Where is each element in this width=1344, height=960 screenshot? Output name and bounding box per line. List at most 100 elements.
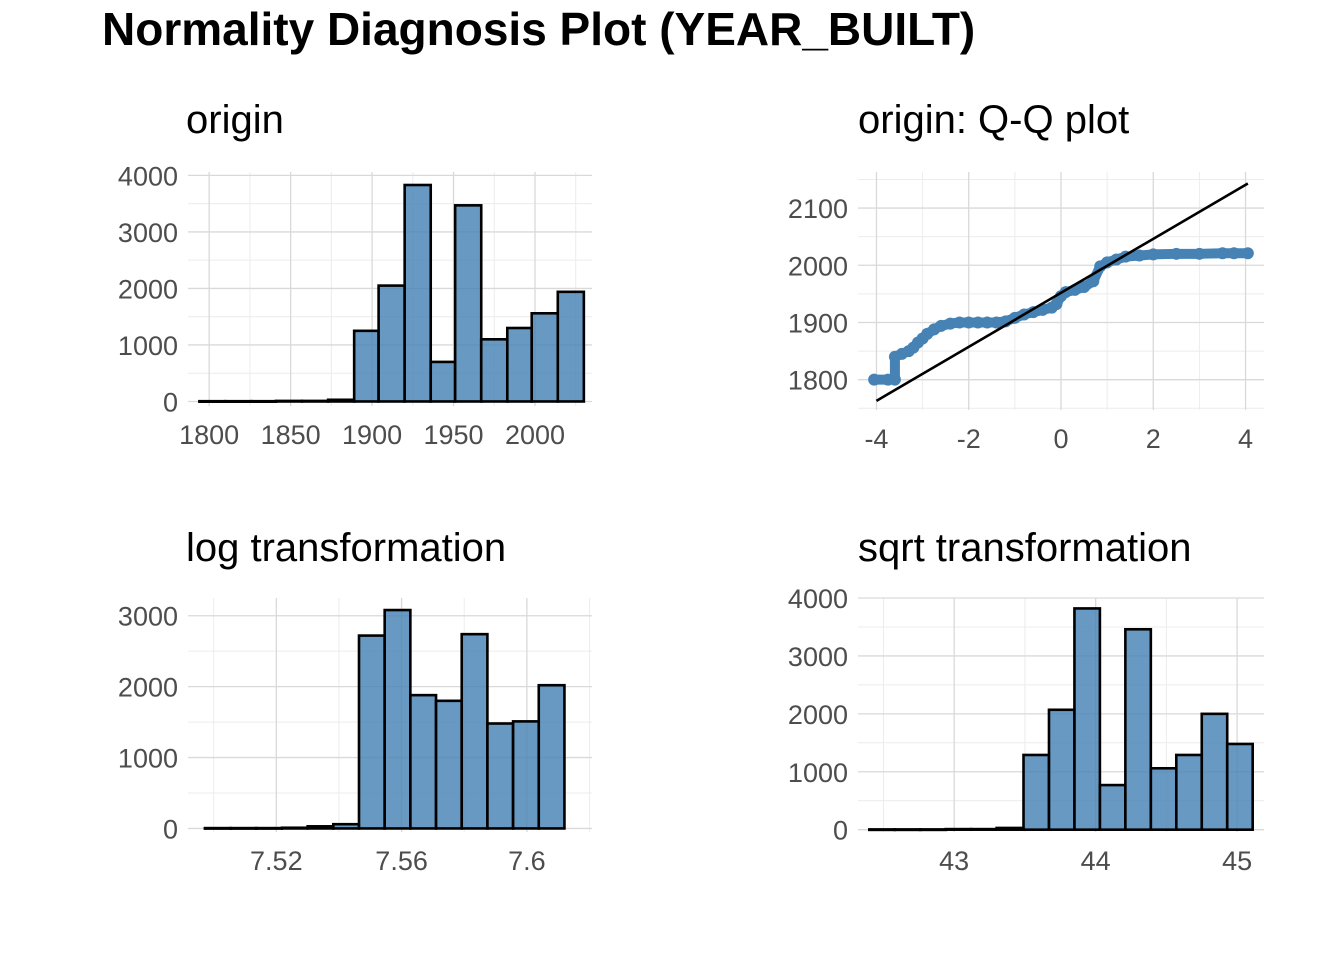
y-tick-label: 1000	[118, 744, 178, 774]
qq-point	[1241, 247, 1254, 260]
histogram-bar	[203, 826, 232, 830]
qq-point	[944, 317, 957, 330]
histogram-bar	[479, 338, 509, 403]
histogram-bar	[1149, 766, 1178, 831]
histogram-bar	[306, 825, 335, 830]
y-tick-label: 3000	[118, 218, 178, 248]
qq-point	[1228, 247, 1241, 260]
y-tick-label: 2000	[118, 274, 178, 304]
histogram-bar	[893, 828, 922, 832]
y-tick-label: 2000	[788, 251, 848, 281]
panel-title-qq: origin: Q-Q plot	[858, 98, 1130, 142]
histogram-bar	[254, 826, 284, 830]
histogram-bar	[198, 399, 227, 403]
histogram-bar	[434, 699, 464, 830]
qq-point	[962, 316, 975, 329]
histogram-bar	[1022, 753, 1051, 831]
histogram-bar	[280, 826, 309, 830]
histogram-bar	[1098, 783, 1127, 831]
y-tick-label: 0	[163, 814, 178, 844]
histogram-bar	[995, 826, 1025, 831]
y-tick-label: 4000	[788, 584, 848, 614]
histogram-bar	[505, 326, 534, 403]
histogram-bar	[530, 312, 560, 403]
histogram-origin: 1800 1850 1900 1950 2000 0 1000 2000 3000 4000	[118, 161, 592, 450]
y-tick-label: 2000	[118, 673, 178, 703]
histogram-bar	[300, 399, 330, 403]
qq-point	[953, 316, 966, 329]
qq-point	[1170, 247, 1183, 260]
y-tick-label: 0	[833, 816, 848, 846]
histogram-bar	[1124, 627, 1153, 831]
histogram-bar	[918, 828, 948, 832]
x-tick-label: 4	[1238, 424, 1253, 454]
x-tick-label: 44	[1081, 846, 1111, 876]
qq-point	[1133, 249, 1146, 262]
histogram-bar	[453, 204, 483, 403]
x-tick-label: 0	[1053, 424, 1068, 454]
histogram-bar	[429, 360, 457, 403]
x-tick-label: 7.56	[375, 846, 428, 876]
x-tick-label: 45	[1222, 846, 1252, 876]
x-tick-label: 43	[939, 846, 969, 876]
histogram-bar	[1200, 712, 1229, 831]
x-tick-label: 7.52	[250, 846, 303, 876]
x-tick-label: 1900	[342, 420, 402, 450]
y-tick-label: 1800	[788, 366, 848, 396]
x-tick-label: -2	[957, 424, 981, 454]
x-tick-label: 1850	[261, 420, 321, 450]
qq-point	[981, 316, 994, 329]
histogram-bar	[352, 329, 380, 403]
y-tick-label: 1000	[788, 758, 848, 788]
histogram-bar	[1174, 753, 1204, 831]
histogram-bar	[403, 183, 433, 403]
panel-title-log: log transformation	[186, 526, 507, 570]
histogram-bar	[409, 693, 438, 830]
page-title: Normality Diagnosis Plot (YEAR_BUILT)	[102, 3, 976, 55]
qq-point	[1193, 247, 1206, 260]
qq-point	[971, 316, 984, 329]
x-tick-label: 1800	[179, 420, 239, 450]
histogram-bar	[460, 632, 489, 830]
y-tick-label: 3000	[118, 602, 178, 632]
x-tick-label: 7.6	[508, 846, 546, 876]
qq-point	[1027, 306, 1040, 319]
panel-title-origin: origin	[186, 98, 284, 142]
histogram-bar	[486, 722, 515, 830]
histogram-bar	[229, 826, 258, 830]
histogram-bar	[250, 399, 278, 403]
x-tick-label: 1950	[423, 420, 483, 450]
y-tick-label: 1900	[788, 308, 848, 338]
histogram-bar	[377, 284, 406, 403]
qq-point	[1147, 248, 1160, 261]
qq-point	[935, 319, 948, 332]
histogram-bar	[326, 398, 356, 403]
histogram-bar	[868, 828, 897, 832]
histogram-sqrt: 43 44 45 0 1000 2000 3000 4000	[788, 584, 1264, 876]
qq-point	[990, 316, 1003, 329]
histogram-bar	[1073, 607, 1102, 831]
y-tick-label: 2000	[788, 700, 848, 730]
y-tick-label: 4000	[118, 161, 178, 191]
x-tick-label: 2	[1146, 424, 1161, 454]
qq-plot-origin: -4 -2 0 2 4 1800 1900 2000 2100	[788, 172, 1264, 454]
qq-point	[1078, 280, 1091, 293]
histogram-bar	[1047, 708, 1076, 831]
y-tick-label: 1000	[118, 331, 178, 361]
qq-point	[868, 373, 881, 386]
histogram-bar	[274, 399, 304, 403]
qq-point	[1087, 275, 1100, 288]
histogram-bar	[969, 827, 998, 831]
y-tick-label: 2100	[788, 194, 848, 224]
histogram-bar	[511, 720, 541, 830]
x-tick-label: 2000	[505, 420, 565, 450]
histogram-bar	[944, 827, 973, 831]
y-tick-label: 3000	[788, 642, 848, 672]
histogram-bar	[1225, 742, 1254, 831]
x-tick-label: -4	[864, 424, 888, 454]
qq-point	[888, 373, 901, 386]
y-tick-label: 0	[163, 387, 178, 417]
histogram-bar	[383, 608, 412, 830]
histogram-bar	[357, 634, 386, 830]
